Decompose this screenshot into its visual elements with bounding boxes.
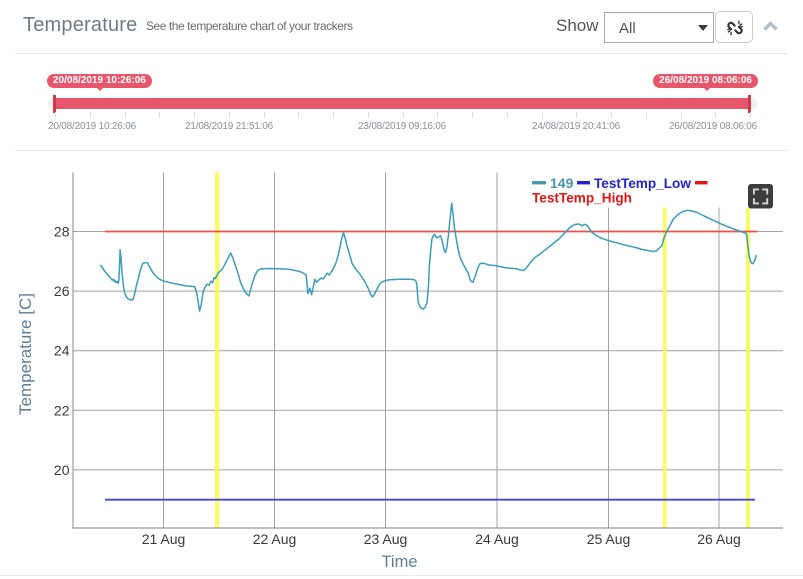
svg-text:26: 26 bbox=[54, 283, 70, 299]
svg-text:23 Aug: 23 Aug bbox=[364, 531, 408, 547]
svg-text:24: 24 bbox=[54, 343, 70, 359]
svg-text:25 Aug: 25 Aug bbox=[587, 531, 631, 547]
svg-text:TestTemp_Low: TestTemp_Low bbox=[594, 176, 691, 191]
svg-text:20: 20 bbox=[54, 462, 70, 478]
svg-text:TestTemp_High: TestTemp_High bbox=[532, 191, 632, 206]
svg-text:Temperature [C]: Temperature [C] bbox=[16, 293, 35, 415]
svg-text:22: 22 bbox=[54, 402, 70, 418]
svg-text:21 Aug: 21 Aug bbox=[142, 531, 186, 547]
svg-text:Time: Time bbox=[381, 553, 417, 571]
svg-text:149: 149 bbox=[550, 175, 574, 191]
svg-text:22 Aug: 22 Aug bbox=[253, 531, 297, 547]
svg-text:26 Aug: 26 Aug bbox=[697, 531, 741, 547]
svg-text:24 Aug: 24 Aug bbox=[475, 531, 519, 547]
svg-text:28: 28 bbox=[54, 224, 70, 240]
